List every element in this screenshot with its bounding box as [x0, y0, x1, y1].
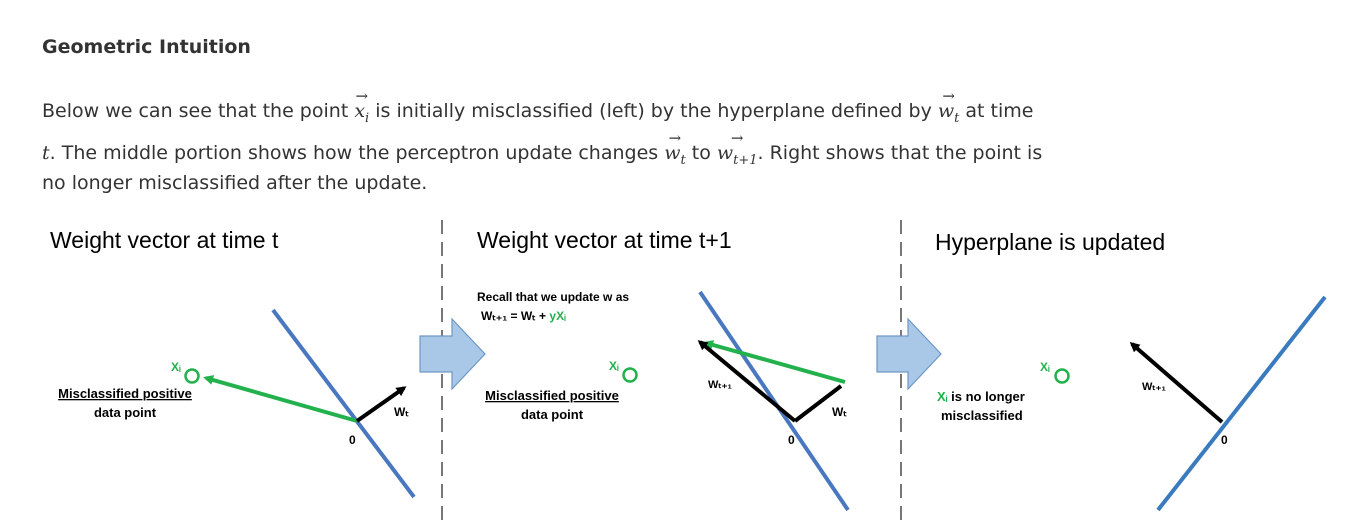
panel-3-title: Hyperplane is updated	[935, 229, 1165, 255]
update-vector-1	[203, 375, 358, 423]
perceptron-update-figure: Weight vector at time t Xᵢ Misclassified…	[50, 220, 1327, 520]
panel-2-title: Weight vector at time t+1	[477, 227, 732, 253]
math-x-i: → xi	[354, 87, 370, 126]
transition-arrow-1	[419, 317, 486, 391]
note-3-line2: misclassified	[941, 408, 1023, 423]
para-text-5: to	[685, 141, 717, 164]
weight-label-1: Wₜ	[394, 405, 409, 419]
para-text-1: Below we can see that the point	[42, 100, 355, 122]
data-point-3	[1054, 368, 1070, 384]
panel-time-t: Weight vector at time t Xᵢ Misclassified…	[50, 227, 416, 499]
update-vector-2	[703, 340, 846, 384]
weight-label-2: Wₜ	[832, 405, 847, 419]
math-w-t-plus-1: → wt+1	[716, 128, 758, 168]
intro-paragraph: Below we can see that the point → xi is i…	[42, 87, 1202, 194]
para-text-6: . Right shows that the point is	[757, 141, 1043, 164]
math-w-t: → wt	[937, 87, 960, 126]
note-3-line1: Xᵢ is no longer	[937, 389, 1025, 404]
panel-1-title: Weight vector at time t	[50, 227, 279, 253]
origin-label-3: 0	[1221, 433, 1228, 447]
para-text-3: at time	[959, 100, 1034, 122]
new-weight-vector	[697, 340, 797, 423]
note-2-line1: Misclassified positive	[485, 388, 619, 403]
section-heading: Geometric Intuition	[42, 36, 251, 58]
point-label-2: Xᵢ	[609, 359, 619, 373]
panel-time-t-plus-1: Weight vector at time t+1 Recall that we…	[477, 227, 850, 512]
point-label-1: Xᵢ	[171, 360, 181, 374]
math-t: t	[42, 141, 50, 164]
weight-label-3: Wₜ₊₁	[1142, 381, 1166, 393]
hyperplane-3	[1156, 295, 1327, 512]
data-point-1	[184, 368, 200, 384]
para-text-7: no longer misclassified after the update…	[42, 171, 428, 194]
recall-equation: Wₜ₊₁ = Wₜ + yXᵢ	[481, 309, 566, 323]
origin-label-1: 0	[349, 433, 356, 447]
weight-vector-2	[793, 384, 843, 423]
para-text-2: is initially misclassified (left) by the…	[369, 100, 938, 122]
para-text-4: . The middle portion shows how the perce…	[49, 141, 665, 164]
note-1-line2: data point	[94, 405, 157, 420]
hyperplane-1	[271, 308, 416, 499]
weight-vector-1	[355, 386, 407, 423]
note-1-line1: Misclassified positive	[58, 386, 192, 401]
new-weight-label: Wₜ₊₁	[708, 379, 732, 391]
panel-hyperplane-updated: Hyperplane is updated Xᵢ Xᵢ is no longer…	[935, 229, 1327, 512]
math-w-t-2: → wt	[664, 128, 686, 168]
origin-label-2: 0	[788, 433, 795, 447]
transition-arrow-2	[876, 317, 942, 391]
weight-vector-3	[1129, 342, 1224, 424]
recall-line: Recall that we update w as	[477, 290, 629, 304]
data-point-2	[622, 367, 638, 383]
note-2-line2: data point	[521, 407, 584, 422]
point-label-3: Xᵢ	[1040, 360, 1050, 374]
